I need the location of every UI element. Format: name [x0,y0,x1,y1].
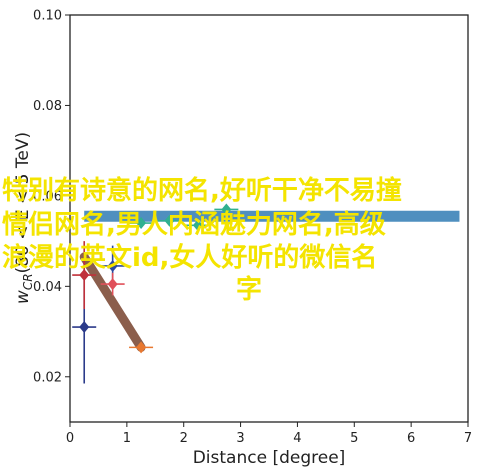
overlay-line-4: 字 [236,274,262,305]
overlay-line-3: 浪漫的英文id,女人好听的微信名 [2,242,377,273]
data-point [79,269,90,282]
overlay-line-1: 特别有诗意的网名,好听干净不易撞 [2,175,402,206]
y-tick-label: 0.10 [33,9,62,24]
y-axis-label-main: w [13,290,33,304]
y-axis-label: wCR(80 < E < 5 TeV) [13,132,35,304]
data-point [107,278,118,291]
data-point [107,259,118,272]
x-tick-label: 3 [236,431,244,446]
diagonal-band [79,252,146,352]
data-point [79,321,90,334]
mark-layer [72,203,460,384]
x-tick-label: 1 [123,431,131,446]
data-point [136,217,147,230]
x-tick-label: 7 [464,431,472,446]
x-axis-label: Distance [degree] [193,448,346,468]
x-tick-label: 5 [350,431,358,446]
x-tick-label: 0 [66,431,74,446]
y-axis-label-tail: (80 < E < 5 TeV) [13,132,33,274]
y-tick-label: 0.08 [33,99,62,114]
x-tick-label: 6 [407,431,415,446]
data-point [221,203,232,216]
overlay-line-2: 情侣网名,男人内涵魅力网名,高级 [2,209,386,240]
data-point [192,219,203,232]
y-tick-label: 0.04 [33,280,62,295]
data-point [164,214,175,227]
y-tick-label: 0.06 [33,189,62,204]
y-axis-label-sub: CR [21,273,35,290]
watermark-overlay: 特别有诗意的网名,好听干净不易撞 情侣网名,男人内涵魅力网名,高级 浪漫的英文i… [2,175,402,305]
plot-frame [69,14,469,423]
x-tick-label: 2 [180,431,188,446]
x-tick-label: 4 [293,431,301,446]
tick-layer: 0 1 2 3 4 5 6 7 0.02 0.04 0.06 0.08 0.10 [33,9,472,447]
y-tick-label: 0.02 [33,370,62,385]
data-point [136,341,147,354]
